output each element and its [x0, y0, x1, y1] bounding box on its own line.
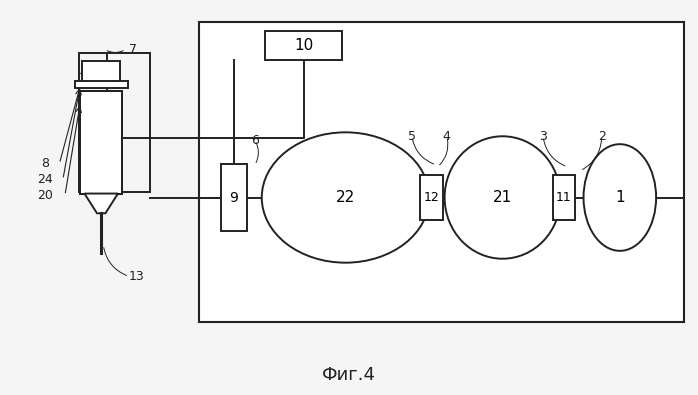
Text: 4: 4 [443, 130, 451, 143]
Text: 11: 11 [556, 191, 572, 204]
Ellipse shape [584, 144, 656, 251]
Text: 1: 1 [615, 190, 625, 205]
Ellipse shape [262, 132, 429, 263]
Text: 21: 21 [493, 190, 512, 205]
Ellipse shape [445, 136, 560, 259]
Text: 10: 10 [294, 38, 313, 53]
Text: 24: 24 [38, 173, 53, 186]
Text: Фиг.4: Фиг.4 [322, 366, 376, 384]
Text: 5: 5 [408, 130, 416, 143]
Bar [75, 81, 128, 88]
Text: 22: 22 [336, 190, 355, 205]
Bar [80, 91, 122, 194]
Text: 8: 8 [41, 158, 50, 170]
Text: 7: 7 [128, 43, 137, 56]
Bar [265, 31, 342, 60]
Bar [221, 164, 247, 231]
Bar [82, 61, 120, 85]
Bar [199, 22, 684, 322]
Text: 12: 12 [424, 191, 439, 204]
Text: 3: 3 [539, 130, 547, 143]
Text: 13: 13 [128, 270, 144, 283]
Bar [420, 175, 443, 220]
Bar [80, 91, 122, 194]
Text: 6: 6 [251, 134, 259, 147]
Text: 2: 2 [597, 130, 606, 143]
Bar [553, 175, 575, 220]
Polygon shape [84, 194, 118, 213]
Text: 20: 20 [38, 189, 53, 202]
Text: 9: 9 [230, 190, 238, 205]
Bar [79, 53, 150, 192]
